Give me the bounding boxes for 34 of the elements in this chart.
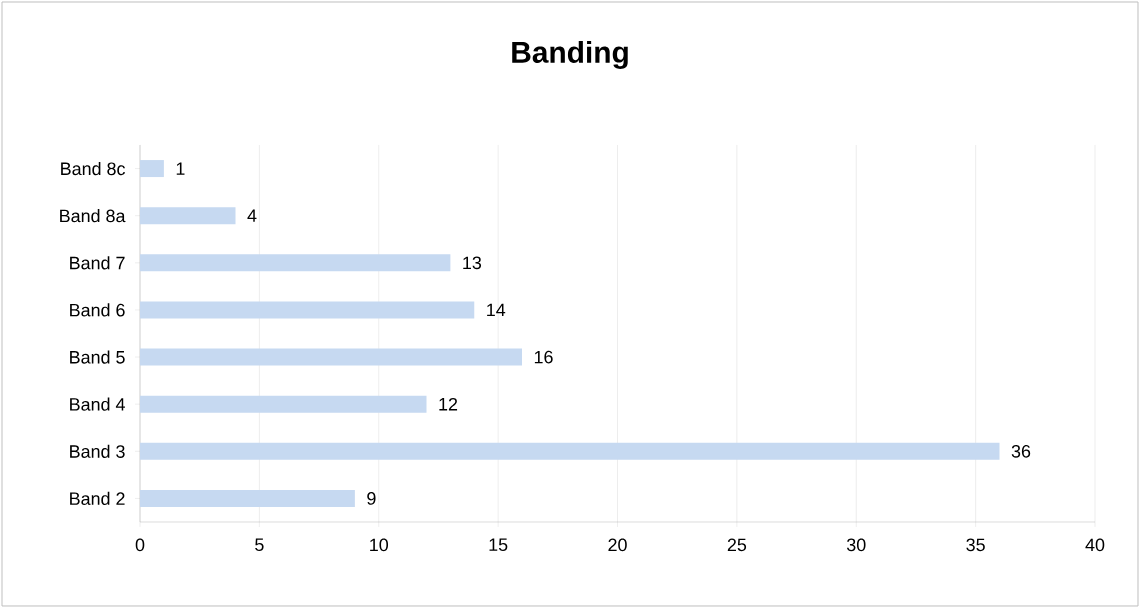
bar bbox=[140, 160, 164, 178]
y-tick-label: Band 4 bbox=[70, 397, 125, 411]
x-tick-label: 0 bbox=[135, 538, 145, 552]
y-tick-label: Band 7 bbox=[70, 256, 125, 270]
x-tick-label: 35 bbox=[966, 538, 985, 552]
bar bbox=[140, 254, 451, 272]
data-label: 13 bbox=[463, 256, 482, 270]
y-tick-label: Band 2 bbox=[70, 491, 125, 506]
x-tick-label: 5 bbox=[255, 538, 264, 552]
bar bbox=[140, 348, 523, 366]
bar bbox=[140, 442, 1000, 460]
data-label: 16 bbox=[534, 350, 553, 364]
bar bbox=[140, 395, 427, 413]
bar bbox=[140, 207, 236, 225]
data-label: 4 bbox=[247, 209, 257, 222]
x-tick-label: 15 bbox=[489, 538, 508, 552]
y-tick-label: Band 8a bbox=[60, 209, 126, 223]
data-label: 9 bbox=[367, 492, 376, 505]
data-label: 1 bbox=[176, 162, 185, 175]
x-tick-label: 25 bbox=[727, 538, 747, 552]
bar bbox=[140, 489, 355, 507]
data-label: 14 bbox=[487, 303, 506, 317]
x-tick-label: 40 bbox=[1085, 538, 1105, 552]
data-label: 36 bbox=[1011, 444, 1031, 458]
x-tick-label: 10 bbox=[370, 538, 389, 552]
y-tick-label: Band 8c bbox=[61, 161, 125, 176]
y-tick-label: Band 6 bbox=[70, 303, 125, 317]
y-tick-label: Band 3 bbox=[70, 444, 125, 458]
x-tick-label: 20 bbox=[608, 538, 627, 552]
x-tick-label: 30 bbox=[846, 538, 866, 552]
chart-title: Banding bbox=[512, 40, 628, 69]
y-tick-label: Band 5 bbox=[70, 350, 125, 364]
bar bbox=[140, 301, 475, 319]
data-label: 12 bbox=[439, 397, 458, 411]
